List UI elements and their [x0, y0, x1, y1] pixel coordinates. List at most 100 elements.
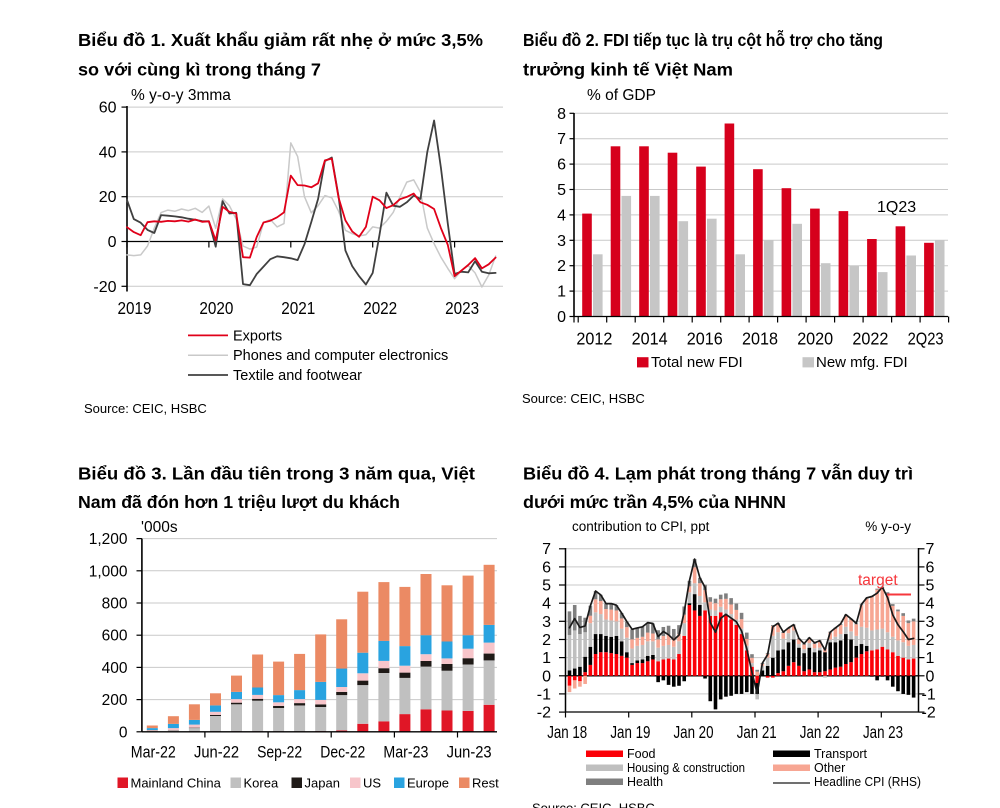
svg-text:Source: CEIC, HSBC: Source: CEIC, HSBC	[522, 391, 645, 406]
svg-text:Korea: Korea	[244, 776, 279, 791]
svg-text:7: 7	[542, 541, 551, 558]
svg-text:New mfg. FDI: New mfg. FDI	[816, 354, 908, 371]
svg-text:Dec-22: Dec-22	[320, 744, 365, 762]
svg-text:7: 7	[926, 541, 935, 558]
svg-text:2018: 2018	[742, 329, 778, 349]
svg-text:8: 8	[557, 106, 566, 123]
svg-text:0: 0	[119, 724, 128, 741]
svg-text:2020: 2020	[199, 298, 233, 318]
svg-text:Jan 18: Jan 18	[547, 722, 587, 742]
svg-text:800: 800	[102, 596, 128, 613]
svg-text:600: 600	[102, 628, 128, 645]
svg-text:target: target	[858, 572, 898, 589]
svg-text:3: 3	[542, 614, 551, 631]
svg-text:0: 0	[926, 668, 935, 685]
svg-text:0: 0	[108, 234, 117, 251]
svg-text:1: 1	[557, 284, 566, 301]
svg-text:US: US	[363, 776, 381, 791]
svg-text:Transport: Transport	[814, 747, 868, 761]
svg-text:Other: Other	[814, 761, 845, 775]
svg-text:-1: -1	[537, 686, 551, 703]
svg-text:5: 5	[926, 578, 935, 595]
svg-text:2021: 2021	[281, 298, 315, 318]
svg-text:60: 60	[99, 100, 117, 117]
svg-text:Phones and computer electronic: Phones and computer electronics	[233, 348, 448, 364]
svg-text:3: 3	[926, 614, 935, 631]
svg-text:Jan 19: Jan 19	[610, 722, 650, 742]
svg-text:Mainland China: Mainland China	[131, 776, 222, 791]
svg-text:7: 7	[557, 131, 566, 148]
svg-text:6: 6	[926, 559, 935, 576]
svg-text:6: 6	[557, 157, 566, 174]
svg-text:Housing & construction: Housing & construction	[627, 761, 745, 775]
svg-text:2: 2	[926, 632, 935, 649]
svg-text:2016: 2016	[687, 329, 723, 349]
svg-text:2022: 2022	[363, 298, 397, 318]
svg-text:6: 6	[542, 559, 551, 576]
svg-text:20: 20	[99, 189, 117, 206]
svg-text:Health: Health	[627, 775, 663, 789]
svg-text:Total new FDI: Total new FDI	[651, 354, 743, 371]
svg-text:2023: 2023	[445, 298, 479, 318]
svg-text:Food: Food	[627, 747, 656, 761]
svg-text:1,200: 1,200	[89, 531, 128, 548]
svg-text:% of GDP: % of GDP	[587, 87, 656, 104]
svg-text:3: 3	[557, 233, 566, 250]
svg-text:dưới mức trần 4,5% của NHNN: dưới mức trần 4,5% của NHNN	[523, 492, 786, 512]
svg-text:Biểu đồ 1. Xuất khẩu giảm rất: Biểu đồ 1. Xuất khẩu giảm rất nhẹ ở mức …	[78, 30, 483, 50]
svg-text:Source: CEIC, HSBC: Source: CEIC, HSBC	[84, 401, 207, 416]
svg-text:Biểu đồ 4. Lạm phát trong thán: Biểu đồ 4. Lạm phát trong tháng 7 vẫn du…	[523, 463, 913, 484]
svg-text:Biểu đồ 2. FDI tiếp tục là trụ: Biểu đồ 2. FDI tiếp tục là trụ cột hỗ tr…	[523, 29, 883, 50]
svg-text:Europe: Europe	[407, 776, 449, 791]
svg-text:Nam đã đón hơn 1 triệu lượt du: Nam đã đón hơn 1 triệu lượt du khách	[78, 492, 400, 512]
svg-text:Headline CPI (RHS): Headline CPI (RHS)	[814, 775, 921, 789]
svg-text:Exports: Exports	[233, 328, 282, 344]
svg-text:so với cùng kì trong tháng 7: so với cùng kì trong tháng 7	[78, 60, 321, 80]
svg-text:5: 5	[557, 182, 566, 199]
svg-text:4: 4	[557, 207, 566, 224]
svg-text:Jan 20: Jan 20	[674, 722, 714, 742]
svg-text:2020: 2020	[797, 329, 833, 349]
svg-text:contribution to CPI, ppt: contribution to CPI, ppt	[572, 519, 710, 534]
svg-text:Biểu đồ 3. Lần đầu tiên trong: Biểu đồ 3. Lần đầu tiên trong 3 năm qua,…	[78, 464, 475, 484]
svg-text:2019: 2019	[118, 298, 152, 318]
svg-text:% y-o-y: % y-o-y	[865, 519, 911, 534]
svg-text:-1: -1	[922, 686, 936, 703]
svg-text:-2: -2	[922, 705, 936, 722]
svg-text:Jun-23: Jun-23	[447, 744, 492, 762]
svg-text:Jun-22: Jun-22	[194, 744, 239, 762]
svg-text:Mar-23: Mar-23	[383, 744, 428, 762]
svg-text:200: 200	[102, 692, 128, 709]
svg-text:Jan 22: Jan 22	[800, 722, 840, 742]
svg-text:1: 1	[926, 650, 935, 667]
svg-text:40: 40	[99, 144, 117, 161]
svg-text:1,000: 1,000	[89, 563, 128, 580]
svg-text:Rest: Rest	[472, 776, 499, 791]
svg-text:Jan 23: Jan 23	[863, 722, 903, 742]
svg-text:% y-o-y 3mma: % y-o-y 3mma	[131, 87, 231, 104]
svg-text:0: 0	[557, 309, 566, 326]
svg-text:0: 0	[542, 668, 551, 685]
svg-text:2022: 2022	[852, 329, 888, 349]
svg-text:2: 2	[557, 258, 566, 275]
svg-text:trưởng kinh tế Việt Nam: trưởng kinh tế Việt Nam	[523, 60, 733, 80]
svg-text:Japan: Japan	[305, 776, 340, 791]
svg-text:2: 2	[542, 632, 551, 649]
svg-text:Mar-22: Mar-22	[131, 744, 176, 762]
svg-text:-20: -20	[93, 279, 116, 296]
svg-text:4: 4	[542, 596, 551, 613]
svg-text:Jan 21: Jan 21	[737, 722, 777, 742]
svg-text:-2: -2	[537, 705, 551, 722]
svg-text:1Q23: 1Q23	[877, 199, 916, 216]
svg-text:2014: 2014	[632, 329, 668, 349]
svg-text:1: 1	[542, 650, 551, 667]
svg-text:Source: CEIC, HSBC: Source: CEIC, HSBC	[532, 801, 655, 808]
svg-text:Sep-22: Sep-22	[257, 744, 302, 762]
svg-text:5: 5	[542, 578, 551, 595]
svg-text:400: 400	[102, 660, 128, 677]
svg-text:2012: 2012	[576, 329, 612, 349]
svg-text:2Q23: 2Q23	[908, 329, 944, 349]
svg-text:Textile and footwear: Textile and footwear	[233, 368, 362, 384]
svg-text:4: 4	[926, 596, 935, 613]
svg-text:'000s: '000s	[141, 519, 178, 536]
